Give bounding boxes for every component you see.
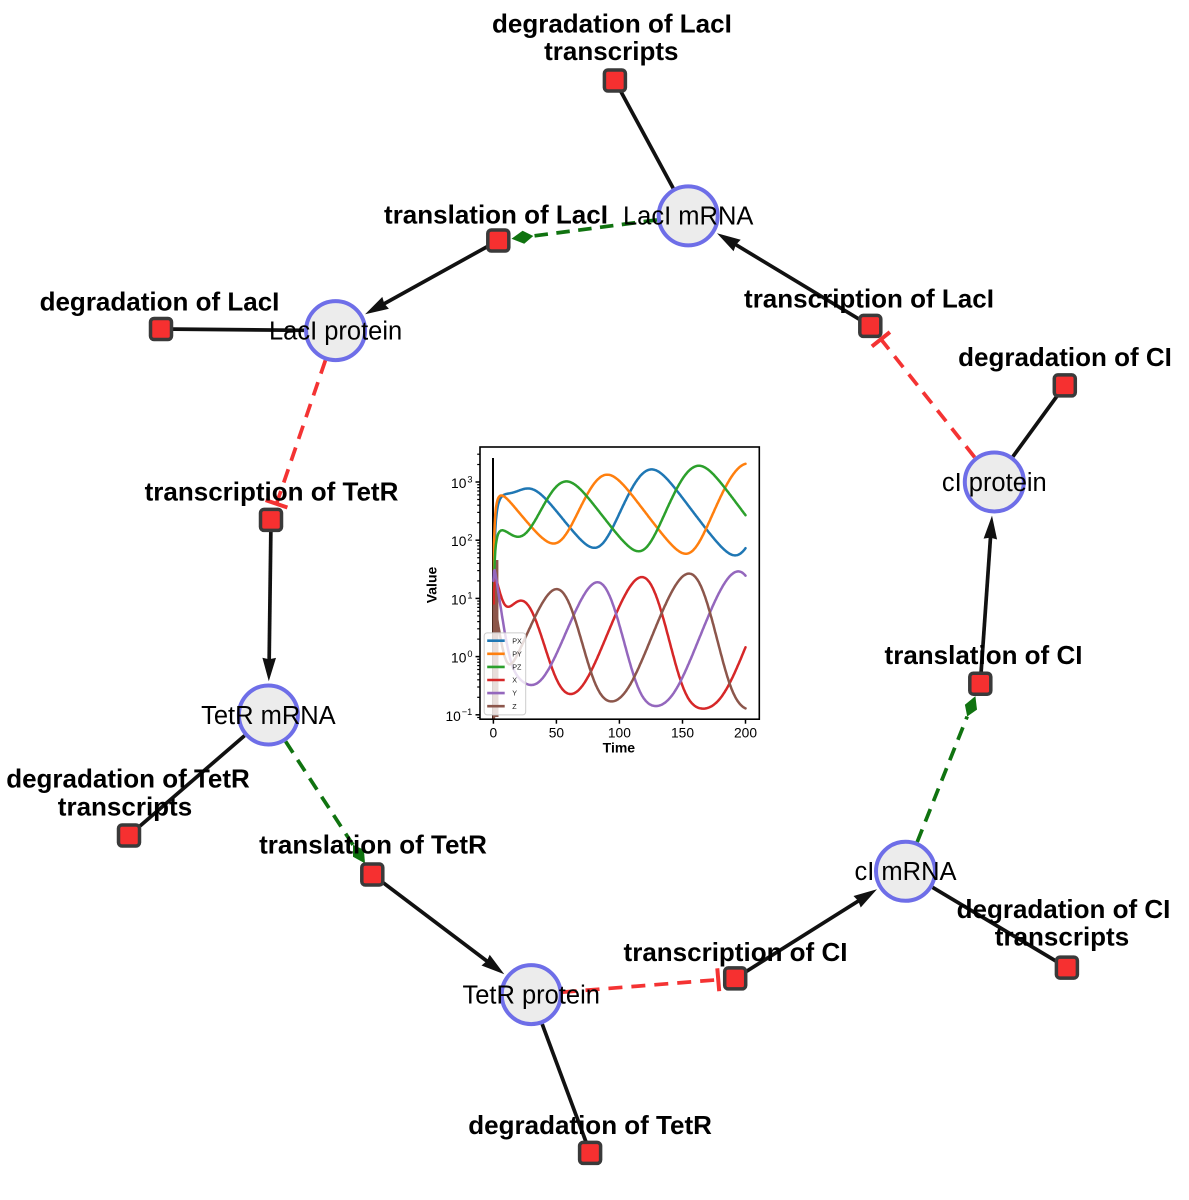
svg-text:transcripts: transcripts xyxy=(995,922,1129,952)
svg-text:TetR mRNA: TetR mRNA xyxy=(201,702,336,730)
svg-text:1: 1 xyxy=(467,591,472,601)
svg-text:150: 150 xyxy=(671,726,694,741)
svg-text:transcripts: transcripts xyxy=(544,36,678,66)
svg-text:100: 100 xyxy=(608,726,631,741)
svg-text:TetR protein: TetR protein xyxy=(462,981,600,1009)
svg-text:transcription of CI: transcription of CI xyxy=(624,937,848,967)
svg-text:2: 2 xyxy=(467,533,472,543)
svg-text:degradation of CI: degradation of CI xyxy=(957,894,1171,924)
svg-text:Z: Z xyxy=(512,702,517,711)
svg-text:PZ: PZ xyxy=(512,663,522,672)
svg-text:50: 50 xyxy=(549,726,565,741)
svg-text:10: 10 xyxy=(445,709,461,724)
svg-text:translation of TetR: translation of TetR xyxy=(259,830,487,860)
svg-text:LacI mRNA: LacI mRNA xyxy=(623,203,753,231)
svg-text:degradation of LacI: degradation of LacI xyxy=(492,8,732,38)
svg-text:cI mRNA: cI mRNA xyxy=(855,858,957,886)
svg-text:transcription of TetR: transcription of TetR xyxy=(145,476,399,506)
svg-text:transcripts: transcripts xyxy=(58,791,192,821)
svg-text:translation of CI: translation of CI xyxy=(885,640,1083,670)
svg-text:PX: PX xyxy=(512,636,522,645)
svg-text:200: 200 xyxy=(734,726,757,741)
svg-text:X: X xyxy=(512,676,517,685)
svg-text:PY: PY xyxy=(512,649,522,658)
svg-text:degradation of TetR: degradation of TetR xyxy=(468,1110,712,1140)
svg-text:10: 10 xyxy=(451,534,467,549)
svg-text:Value: Value xyxy=(424,567,440,604)
svg-text:cI protein: cI protein xyxy=(942,469,1047,497)
svg-text:10: 10 xyxy=(451,592,467,607)
svg-text:3: 3 xyxy=(467,474,472,484)
svg-text:Y: Y xyxy=(512,689,517,698)
svg-text:10: 10 xyxy=(451,476,467,491)
svg-text:LacI protein: LacI protein xyxy=(269,317,402,345)
svg-text:Time: Time xyxy=(603,740,636,756)
svg-text:0: 0 xyxy=(467,649,472,659)
svg-text:10: 10 xyxy=(451,651,467,666)
svg-text:degradation of LacI: degradation of LacI xyxy=(40,287,280,317)
svg-text:translation of LacI: translation of LacI xyxy=(384,199,608,229)
svg-text:0: 0 xyxy=(490,726,498,741)
svg-text:degradation of TetR: degradation of TetR xyxy=(6,763,250,793)
svg-text:degradation of CI: degradation of CI xyxy=(958,342,1172,372)
svg-text:transcription of LacI: transcription of LacI xyxy=(744,284,994,314)
svg-text:−1: −1 xyxy=(462,707,472,717)
